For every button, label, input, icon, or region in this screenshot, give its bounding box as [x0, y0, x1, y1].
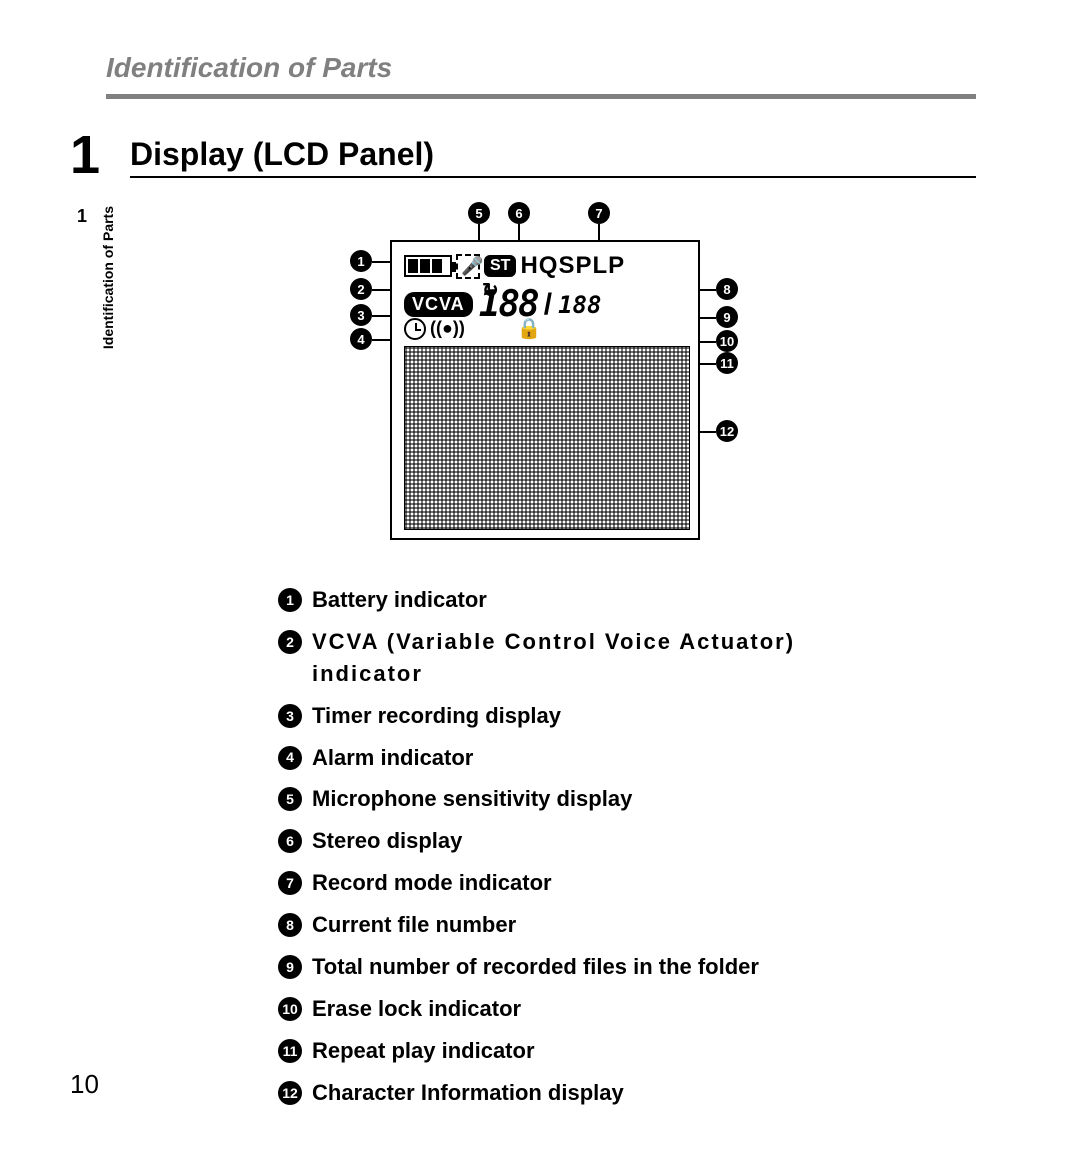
callout-8: 8: [716, 278, 738, 300]
legend-num: 12: [278, 1081, 302, 1105]
lcd-panel-outline: 🎤 ST HQSPLP VCVA ↻ 188 / 188 ((●)) 🔒: [390, 240, 700, 540]
legend-item: 12 Character Information display: [278, 1077, 898, 1109]
legend-num: 5: [278, 787, 302, 811]
callout-2: 2: [350, 278, 372, 300]
legend-item: 7 Record mode indicator: [278, 867, 898, 899]
callout-12: 12: [716, 420, 738, 442]
legend-num: 11: [278, 1039, 302, 1063]
lcd-diagram: 5 6 7 1 2 3 4 8 9 10 11 12 🎤 ST HQSPLP V: [360, 220, 740, 540]
legend-item: 11 Repeat play indicator: [278, 1035, 898, 1067]
legend-num: 3: [278, 704, 302, 728]
callout-3: 3: [350, 304, 372, 326]
clock-icon: [404, 318, 426, 340]
legend-text: VCVA (Variable Control Voice Actuator) i…: [312, 626, 898, 690]
legend-text: Battery indicator: [312, 584, 487, 616]
chapter-number: 1: [70, 124, 100, 186]
legend-num: 6: [278, 829, 302, 853]
side-chapter-number: 1: [77, 206, 87, 227]
page-header-title: Identification of Parts: [106, 52, 392, 84]
legend-text: Character Information display: [312, 1077, 624, 1109]
legend-list: 1 Battery indicator 2 VCVA (Variable Contr…: [278, 584, 898, 1119]
page-number: 10: [70, 1069, 99, 1100]
battery-icon: [404, 255, 452, 277]
lock-icon: 🔒: [517, 316, 542, 341]
callout-5: 5: [468, 202, 490, 224]
repeat-icon: ↻: [482, 278, 499, 303]
legend-text: Repeat play indicator: [312, 1035, 535, 1067]
vcva-badge: VCVA: [404, 292, 473, 317]
slash: /: [544, 288, 552, 322]
legend-num: 1: [278, 588, 302, 612]
legend-num: 7: [278, 871, 302, 895]
legend-item: 6 Stereo display: [278, 825, 898, 857]
character-display-area: [404, 346, 690, 530]
lcd-top-row: 🎤 ST HQSPLP: [404, 252, 625, 280]
section-rule: [130, 176, 976, 178]
record-mode-text: HQSPLP: [520, 252, 625, 280]
legend-text: Current file number: [312, 909, 516, 941]
microphone-icon: 🎤: [456, 254, 480, 279]
leader: [700, 317, 716, 319]
legend-item: 8 Current file number: [278, 909, 898, 941]
legend-item: 9 Total number of recorded files in the f…: [278, 951, 898, 983]
legend-text: Stereo display: [312, 825, 462, 857]
legend-num: 10: [278, 997, 302, 1021]
callout-7: 7: [588, 202, 610, 224]
legend-item: 4 Alarm indicator: [278, 742, 898, 774]
callout-10: 10: [716, 330, 738, 352]
header-rule: [106, 94, 976, 99]
legend-num: 9: [278, 955, 302, 979]
legend-num: 4: [278, 746, 302, 770]
legend-text: Microphone sensitivity display: [312, 783, 632, 815]
legend-item: 1 Battery indicator: [278, 584, 898, 616]
legend-text: Timer recording display: [312, 700, 561, 732]
callout-9: 9: [716, 306, 738, 328]
legend-item: 10 Erase lock indicator: [278, 993, 898, 1025]
legend-item: 3 Timer recording display: [278, 700, 898, 732]
legend-text: Record mode indicator: [312, 867, 552, 899]
legend-item: 5 Microphone sensitivity display: [278, 783, 898, 815]
legend-text: Total number of recorded files in the fo…: [312, 951, 759, 983]
callout-4: 4: [350, 328, 372, 350]
legend-num: 2: [278, 630, 302, 654]
legend-text: Alarm indicator: [312, 742, 473, 774]
leader: [700, 289, 716, 291]
stereo-badge: ST: [484, 255, 516, 277]
side-running-title: Identification of Parts: [100, 206, 116, 349]
callout-11: 11: [716, 352, 738, 374]
legend-item: 2 VCVA (Variable Control Voice Actuator) …: [278, 626, 898, 690]
section-title: Display (LCD Panel): [130, 136, 434, 173]
lcd-third-row: ((●)) 🔒: [404, 316, 542, 341]
legend-num: 8: [278, 913, 302, 937]
alarm-icon: ((●)): [430, 318, 465, 339]
legend-text: Erase lock indicator: [312, 993, 521, 1025]
total-files-digits: 188: [558, 291, 601, 319]
callout-6: 6: [508, 202, 530, 224]
callout-1: 1: [350, 250, 372, 272]
